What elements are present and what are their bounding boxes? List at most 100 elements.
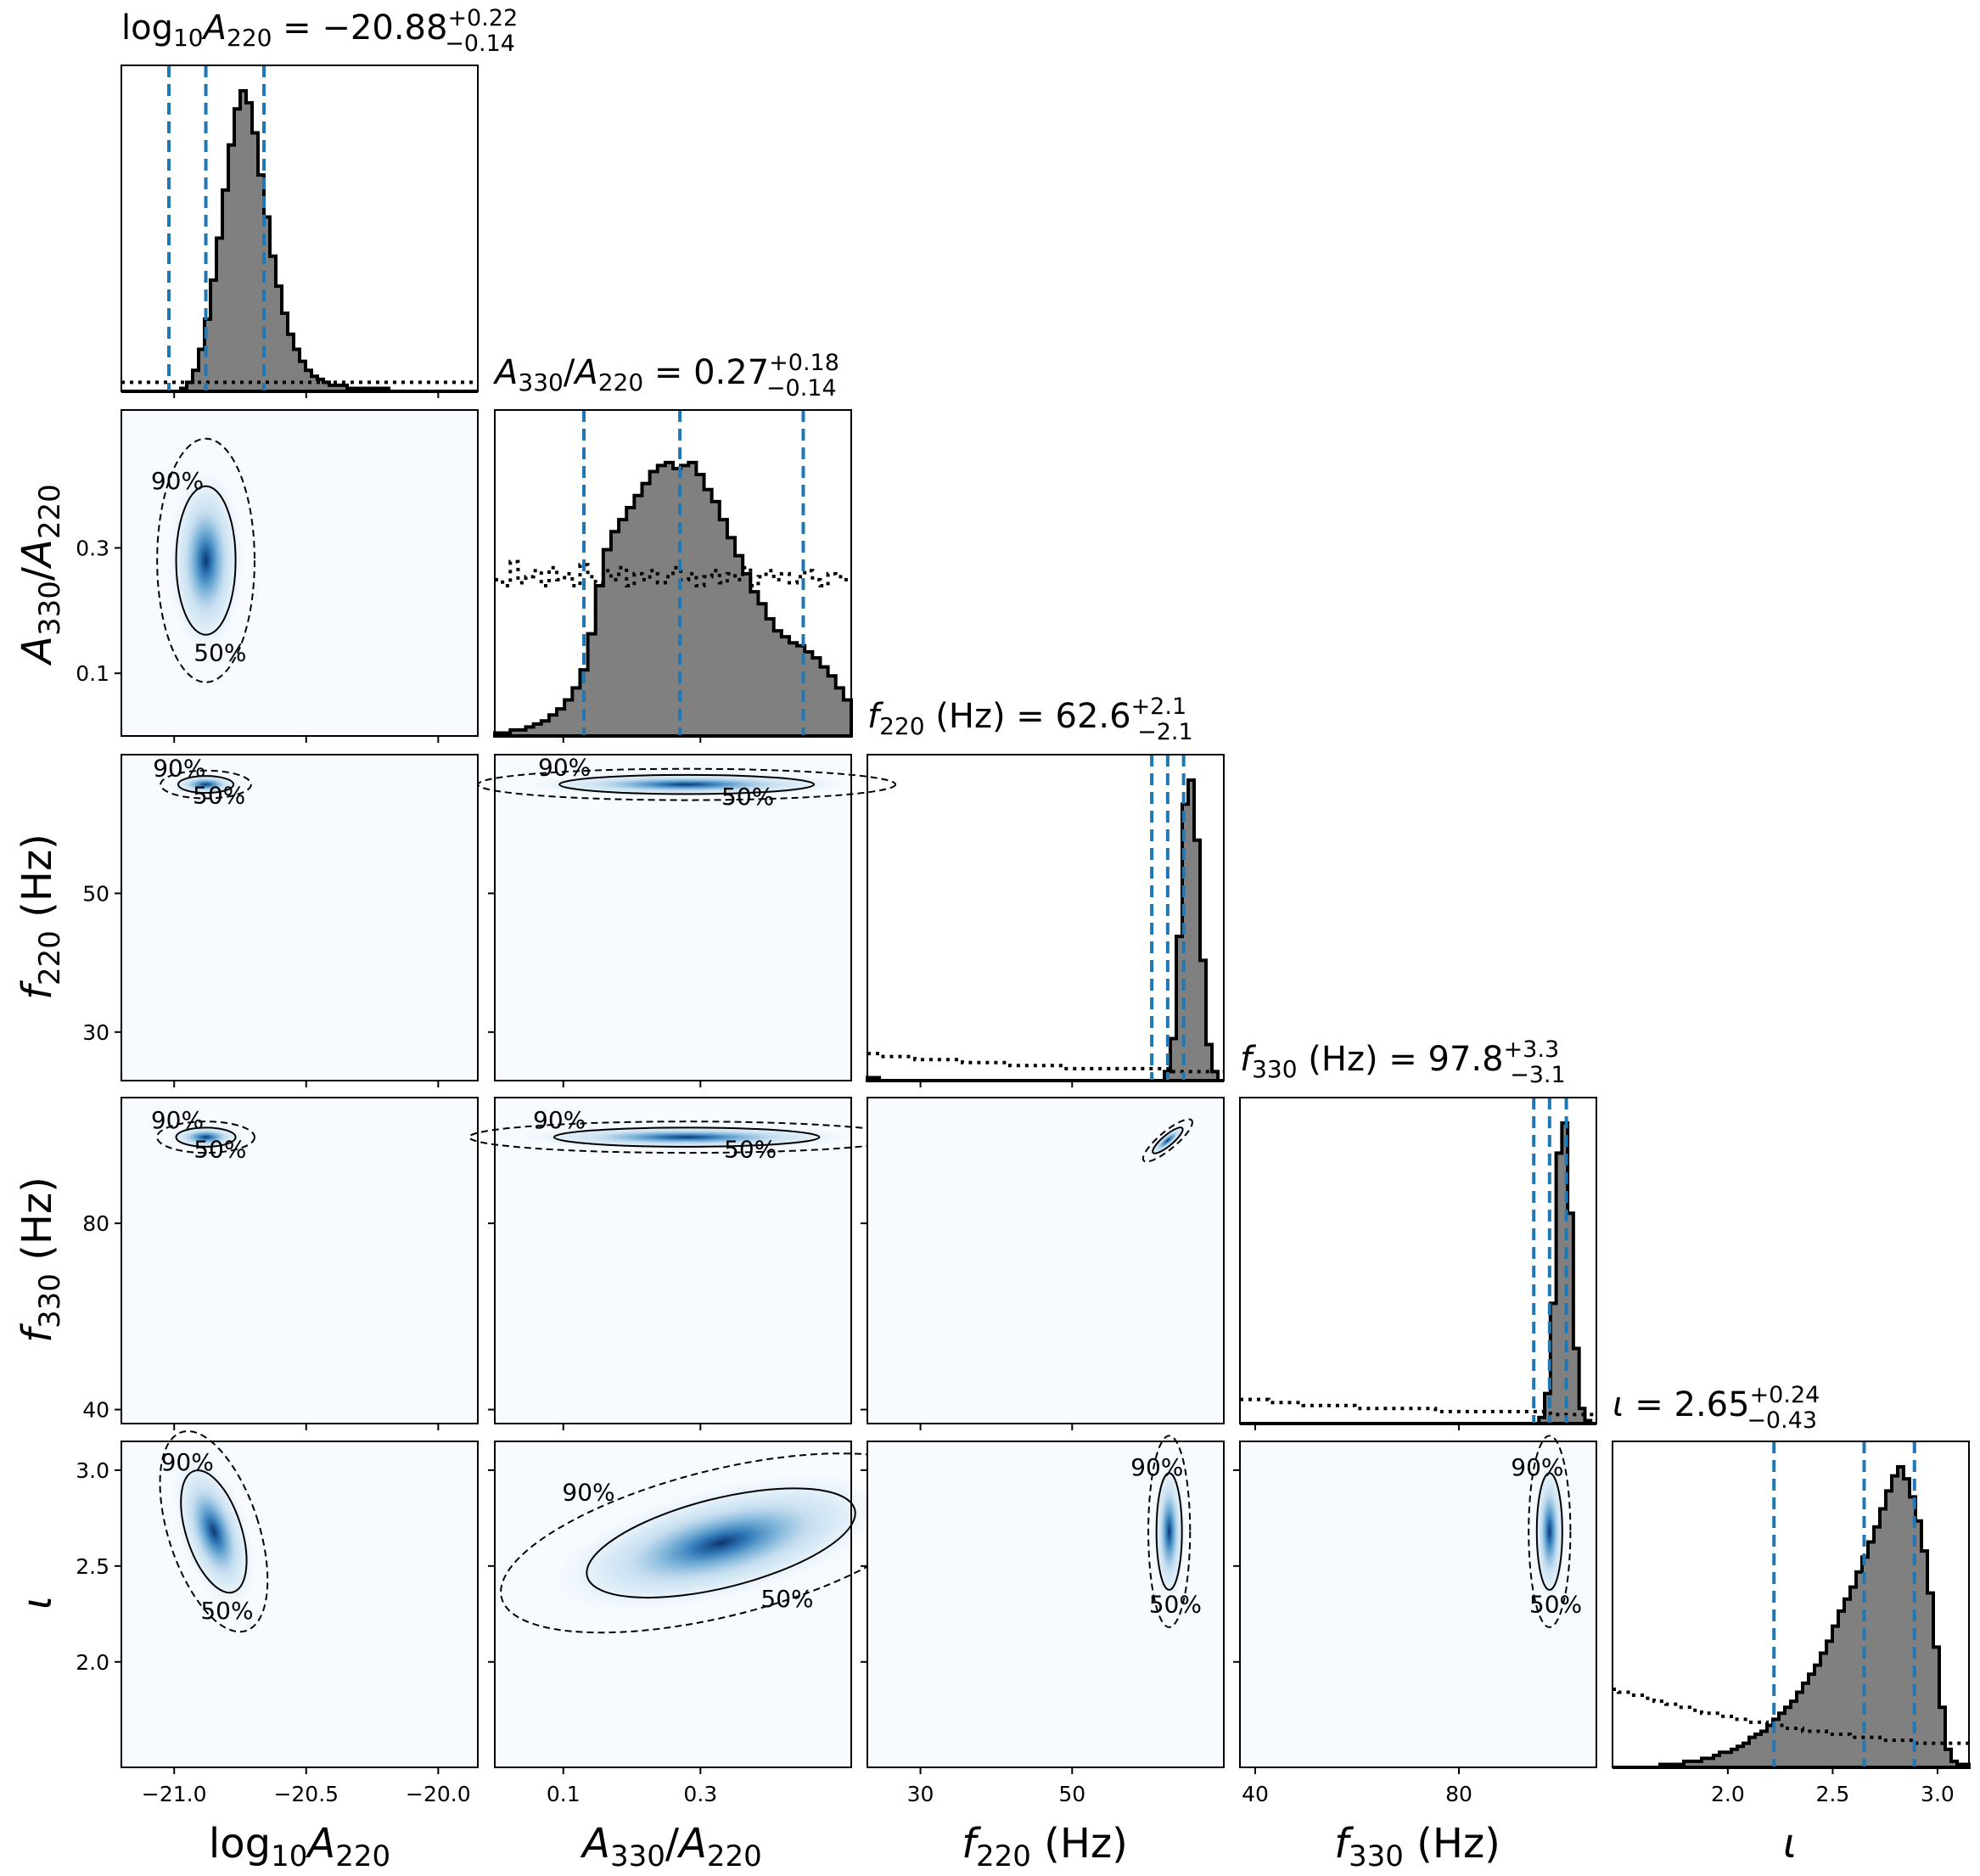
contour-50 bbox=[180, 1469, 248, 1594]
posterior-hist bbox=[1613, 1465, 1971, 1769]
contour-label-90: 90% bbox=[533, 1106, 586, 1134]
title-iota: ι = 2.65+0.24 −0.43 bbox=[1613, 1382, 1820, 1434]
xtick-label: 30 bbox=[907, 1782, 934, 1806]
joint-logA220-iota-frame bbox=[121, 1441, 479, 1768]
density-f220-f330 bbox=[1141, 1118, 1193, 1163]
joint-ratio-f330-frame bbox=[494, 1097, 852, 1424]
joint-ratio-iota-frame bbox=[494, 1441, 852, 1768]
xlabel-iota: ι bbox=[1783, 1820, 1797, 1868]
contour-90 bbox=[1147, 1435, 1192, 1628]
posterior-hist bbox=[866, 778, 1224, 1082]
contour-50 bbox=[558, 773, 816, 795]
joint-f220-f330-frame bbox=[867, 1097, 1225, 1424]
contour-label-90: 90% bbox=[1130, 1453, 1183, 1481]
contour-90 bbox=[159, 1430, 269, 1633]
xtick-label: 2.0 bbox=[1711, 1782, 1745, 1806]
contour-label-50: 50% bbox=[1149, 1590, 1202, 1618]
xlabel-logA220: log10A220 bbox=[209, 1820, 390, 1873]
marginal-f220-frame bbox=[867, 754, 1225, 1081]
density-logA220-f220 bbox=[160, 769, 252, 800]
contour-label-50: 50% bbox=[760, 1585, 813, 1613]
contour-50 bbox=[177, 775, 235, 795]
joint-f220-f330-bg bbox=[867, 1098, 1224, 1424]
contour-label-50: 50% bbox=[724, 1136, 777, 1164]
xtick-label: 3.0 bbox=[1921, 1782, 1955, 1806]
joint-logA220-f220-bg bbox=[121, 755, 478, 1081]
contour-90 bbox=[1528, 1435, 1572, 1628]
ylabel-f330: f330 (Hz) bbox=[14, 1177, 67, 1343]
contour-label-90: 90% bbox=[562, 1478, 614, 1506]
ylabel-iota: ι bbox=[14, 1596, 61, 1609]
density-logA220-f330 bbox=[156, 1121, 255, 1154]
contour-90 bbox=[477, 767, 897, 801]
contour-label-50: 50% bbox=[200, 1597, 253, 1625]
ytick-label: 50 bbox=[82, 881, 109, 906]
ytick-label: 0.3 bbox=[76, 536, 109, 560]
contour-90 bbox=[160, 769, 252, 800]
joint-logA220-f220-frame bbox=[121, 754, 479, 1081]
contour-50 bbox=[1155, 1472, 1183, 1591]
prior-hist bbox=[1240, 1397, 1596, 1417]
joint-ratio-f220-bg bbox=[495, 755, 851, 1081]
xlabel-f330: f330 (Hz) bbox=[1334, 1820, 1500, 1873]
marginal-f330-frame bbox=[1239, 1097, 1597, 1424]
contour-label-50: 50% bbox=[194, 639, 246, 667]
xtick-label: −20.5 bbox=[273, 1782, 339, 1806]
contour-label-90: 90% bbox=[151, 1106, 204, 1134]
contour-90 bbox=[156, 1121, 255, 1154]
prior-hist bbox=[867, 1052, 1224, 1074]
posterior-hist bbox=[493, 460, 853, 738]
xlabel-f220: f220 (Hz) bbox=[962, 1820, 1128, 1873]
joint-logA220-f330-frame bbox=[121, 1097, 479, 1424]
xtick-label: 80 bbox=[1445, 1782, 1472, 1806]
density-logA220-iota bbox=[159, 1430, 269, 1633]
title-logA220: log10A220 = −20.88+0.22 −0.14 bbox=[121, 5, 518, 57]
contour-50 bbox=[1152, 1126, 1184, 1154]
density-ratio-f220 bbox=[477, 767, 897, 801]
contour-90 bbox=[1141, 1118, 1193, 1163]
ylabel-f220: f220 (Hz) bbox=[14, 834, 67, 1000]
joint-logA220-f330-bg bbox=[121, 1098, 478, 1424]
density-f330-iota bbox=[1528, 1435, 1572, 1628]
joint-ratio-f220-frame bbox=[494, 754, 852, 1081]
ytick-label: 80 bbox=[82, 1211, 109, 1236]
density-ratio-iota bbox=[500, 1452, 942, 1634]
xlabel-ratio: A330/A220 bbox=[580, 1820, 762, 1873]
marginal-iota-frame bbox=[1612, 1441, 1970, 1768]
contour-label-90: 90% bbox=[153, 755, 205, 783]
joint-ratio-f330-bg bbox=[495, 1098, 851, 1424]
xtick-label: 50 bbox=[1058, 1782, 1085, 1806]
ytick-label: 0.1 bbox=[76, 661, 109, 686]
marginal-ratio-frame bbox=[494, 409, 852, 737]
xtick-label: 0.1 bbox=[547, 1782, 581, 1806]
contour-50 bbox=[1535, 1472, 1563, 1591]
joint-f220-iota-frame bbox=[867, 1441, 1225, 1768]
joint-f330-iota-frame bbox=[1239, 1441, 1597, 1768]
density-logA220-ratio bbox=[156, 437, 255, 683]
contour-50 bbox=[552, 1126, 821, 1148]
contour-90 bbox=[156, 437, 255, 683]
xtick-label: 2.5 bbox=[1816, 1782, 1850, 1806]
xtick-label: −21.0 bbox=[142, 1782, 207, 1806]
ytick-label: 40 bbox=[82, 1398, 109, 1423]
marginal-logA220-frame bbox=[121, 65, 479, 392]
prior-hist bbox=[495, 559, 851, 587]
contour-label-50: 50% bbox=[721, 783, 774, 811]
title-f330: f330 (Hz) = 97.8+3.3 −3.1 bbox=[1240, 1036, 1566, 1088]
posterior-hist bbox=[121, 89, 478, 393]
xtick-label: 40 bbox=[1242, 1782, 1269, 1806]
contour-label-90: 90% bbox=[151, 467, 204, 495]
xtick-label: −20.0 bbox=[406, 1782, 471, 1806]
contour-label-50: 50% bbox=[1529, 1590, 1582, 1618]
ytick-label: 2.5 bbox=[76, 1554, 109, 1579]
density-f220-iota bbox=[1147, 1435, 1192, 1628]
contour-50 bbox=[175, 1126, 237, 1148]
ytick-label: 2.0 bbox=[76, 1650, 109, 1675]
ytick-label: 3.0 bbox=[76, 1458, 109, 1483]
title-f220: f220 (Hz) = 62.6+2.1 −2.1 bbox=[867, 694, 1193, 745]
joint-logA220-ratio-frame bbox=[121, 409, 479, 737]
title-ratio: A330/A220 = 0.27+0.18 −0.14 bbox=[492, 350, 839, 402]
contour-label-90: 90% bbox=[1511, 1453, 1563, 1481]
contour-label-50: 50% bbox=[193, 782, 245, 810]
